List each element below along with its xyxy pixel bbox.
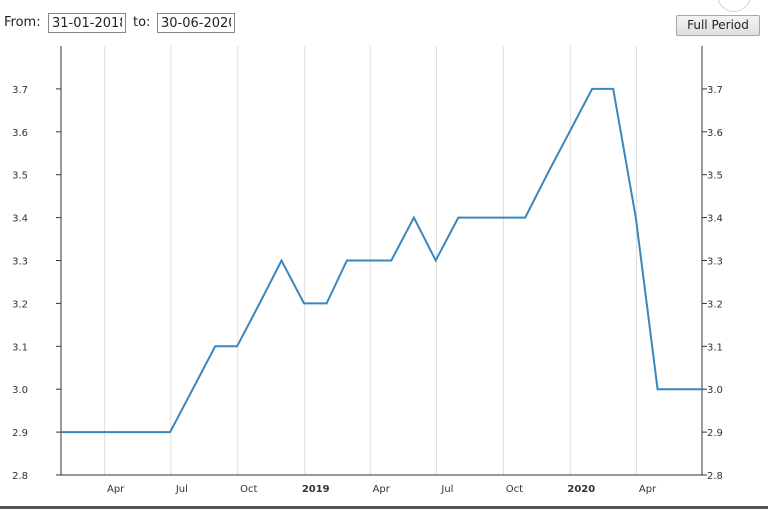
y-tick-label-left-0: 2.8 <box>12 471 28 482</box>
series-line-0 <box>61 87 702 434</box>
from-label: From: <box>4 15 41 30</box>
y-tick-label-left-5: 3.3 <box>12 257 28 268</box>
y-tick-label-right-0: 2.8 <box>707 471 723 482</box>
y-tick-label-left-4: 3.2 <box>12 299 28 310</box>
y-tick-label-left-3: 3.1 <box>12 342 28 353</box>
y-tick-label-right-7: 3.5 <box>707 171 723 182</box>
to-label: to: <box>133 15 151 30</box>
from-date-input[interactable] <box>48 13 126 33</box>
x-tick-label-8: Apr <box>639 484 657 495</box>
y-tick-label-right-9: 3.7 <box>707 85 723 96</box>
x-tick-label-0: Apr <box>107 484 125 495</box>
x-tick-label-3: 2019 <box>302 484 330 495</box>
x-tick-label-5: Jul <box>440 484 453 495</box>
y-tick-label-left-8: 3.6 <box>12 128 28 139</box>
y-tick-label-right-1: 2.9 <box>707 428 723 439</box>
x-tick-label-6: Oct <box>506 484 523 495</box>
y-tick-label-right-2: 3.0 <box>707 385 723 396</box>
x-tick-label-1: Jul <box>175 484 188 495</box>
bottom-divider <box>0 506 768 509</box>
to-date-input[interactable] <box>157 13 235 33</box>
y-tick-label-right-6: 3.4 <box>707 214 723 225</box>
y-tick-label-left-2: 3.0 <box>12 385 28 396</box>
y-tick-label-right-5: 3.3 <box>707 257 723 268</box>
y-tick-label-right-3: 3.1 <box>707 342 723 353</box>
x-tick-label-2: Oct <box>240 484 257 495</box>
y-tick-label-left-1: 2.9 <box>12 428 28 439</box>
y-tick-label-left-9: 3.7 <box>12 85 28 96</box>
y-tick-label-left-7: 3.5 <box>12 171 28 182</box>
y-tick-label-left-6: 3.4 <box>12 214 28 225</box>
x-tick-label-4: Apr <box>373 484 391 495</box>
x-tick-label-7: 2020 <box>567 484 595 495</box>
full-period-button[interactable]: Full Period <box>676 15 760 36</box>
y-tick-label-right-8: 3.6 <box>707 128 723 139</box>
y-tick-label-right-4: 3.2 <box>707 299 723 310</box>
